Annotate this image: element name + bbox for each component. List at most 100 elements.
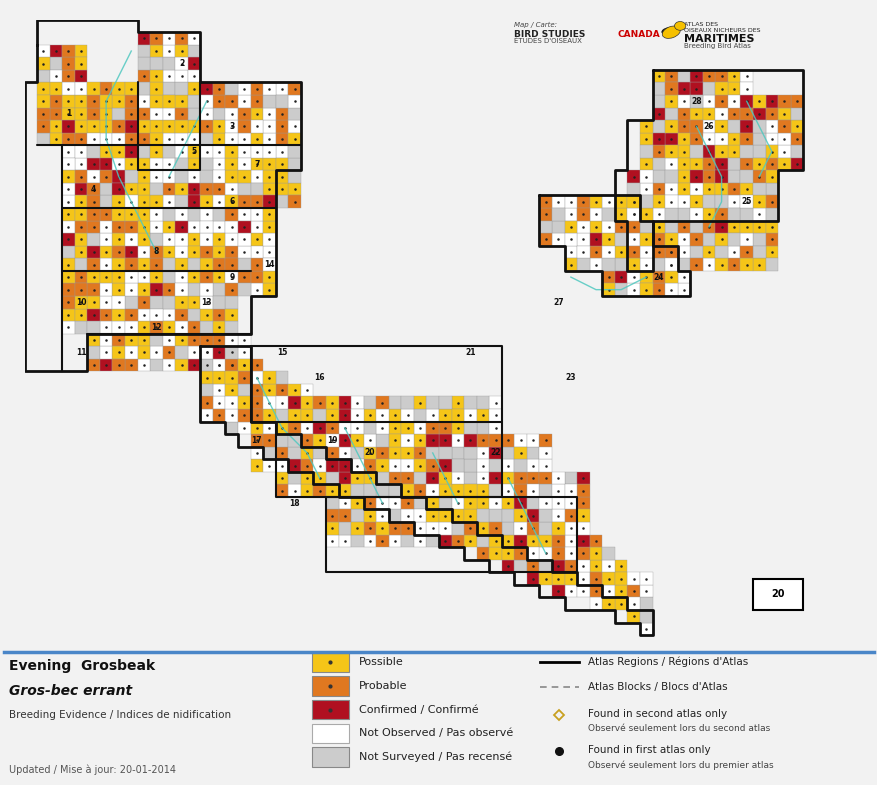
Bar [739,133,752,145]
Bar [464,509,476,522]
Bar [576,547,589,560]
Bar [250,258,263,271]
Bar [150,45,162,57]
Bar [150,170,162,183]
Bar [225,422,238,434]
Bar [451,459,464,472]
Bar [752,158,765,170]
Text: 21: 21 [465,348,475,357]
Bar [488,522,502,535]
Bar [275,195,288,208]
Bar [200,371,213,384]
Bar [514,522,526,535]
Bar [627,183,639,195]
Bar [389,422,401,434]
Bar [175,120,188,133]
Bar [250,246,263,258]
Bar [213,95,225,108]
Bar [275,82,288,95]
Ellipse shape [674,21,685,31]
Bar [664,271,677,283]
Bar [100,195,112,208]
Bar [702,170,715,183]
Bar [639,585,652,597]
Bar [602,221,614,233]
Bar [677,233,689,246]
Bar [652,246,664,258]
Bar [37,120,50,133]
Bar [250,158,263,170]
Bar [112,95,125,108]
Bar [75,296,87,309]
Bar [552,522,564,535]
Bar [790,120,802,133]
Bar [125,346,138,359]
Bar [652,95,664,108]
Bar [476,447,488,459]
Bar [175,258,188,271]
Text: Atlas Regions / Régions d'Atlas: Atlas Regions / Régions d'Atlas [588,657,748,667]
Bar [602,246,614,258]
Text: 27: 27 [553,298,563,307]
Bar [213,371,225,384]
Bar [502,459,514,472]
Bar [150,57,162,70]
Bar [162,108,175,120]
Bar [200,346,213,359]
Bar [87,133,100,145]
Bar [765,258,777,271]
Bar [325,509,339,522]
Bar [790,133,802,145]
Bar [301,384,313,396]
Bar [627,572,639,585]
Bar [602,572,614,585]
Bar [112,296,125,309]
Bar [677,283,689,296]
Bar [389,459,401,472]
Bar [87,296,100,309]
Bar [652,221,664,233]
Bar [150,120,162,133]
Bar [213,409,225,422]
Bar [627,221,639,233]
Bar [689,208,702,221]
Bar [451,472,464,484]
Bar [100,283,112,296]
Bar [225,371,238,384]
Bar [752,579,802,610]
Bar [138,95,150,108]
Bar [250,271,263,283]
Bar [288,120,301,133]
Bar [652,183,664,195]
Bar [752,120,765,133]
Bar [677,271,689,283]
Bar [739,208,752,221]
Bar [213,208,225,221]
Bar [576,233,589,246]
Bar [664,158,677,170]
Bar [602,560,614,572]
Bar [125,195,138,208]
Bar [175,208,188,221]
Bar [339,459,351,472]
Bar [288,434,301,447]
Bar [225,195,238,208]
Bar [664,221,677,233]
Bar [100,309,112,321]
Bar [238,145,250,158]
Bar [765,183,777,195]
Bar [325,447,339,459]
Bar [765,158,777,170]
Bar [614,246,627,258]
Bar [777,145,790,158]
Bar [263,82,275,95]
Bar [589,208,602,221]
Bar [75,258,87,271]
Bar [225,145,238,158]
Bar [213,233,225,246]
Text: 2: 2 [179,59,184,68]
Bar [138,158,150,170]
Bar [100,359,112,371]
Bar [576,522,589,535]
Bar [213,82,225,95]
